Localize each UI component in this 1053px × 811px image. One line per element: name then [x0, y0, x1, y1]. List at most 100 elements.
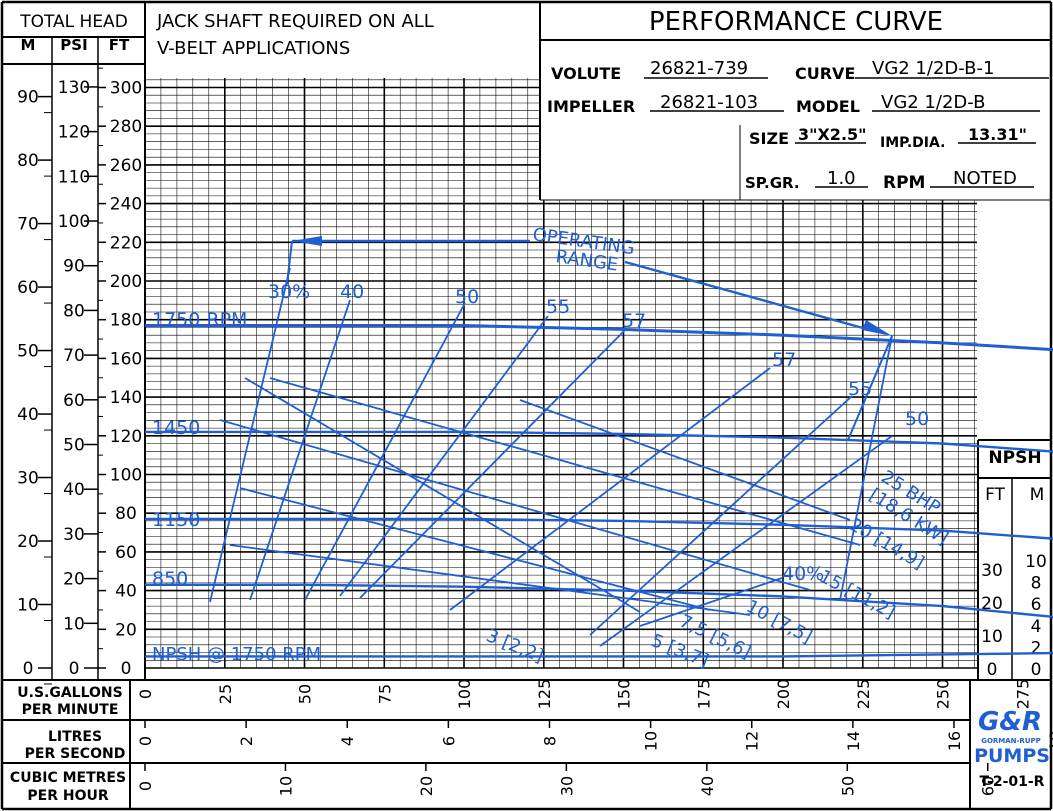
m-tick-label: 90 [17, 88, 39, 108]
gpm-tick-label: 100 [455, 679, 474, 710]
gpm-tick-label: 75 [375, 684, 394, 704]
lps-tick-label: 18 [1046, 731, 1053, 751]
impeller-value: 26821-103 [660, 92, 758, 113]
lps-tick-label: 12 [743, 731, 762, 751]
impeller-label: IMPELLER [547, 97, 635, 116]
page-title: PERFORMANCE CURVE [649, 7, 943, 37]
size-value: 3"X2.5" [798, 125, 866, 144]
ft-tick-label: 260 [110, 156, 142, 176]
ft-tick-label: 160 [110, 349, 142, 369]
rpm-label-1450: 1450 [152, 417, 200, 439]
ft-tick-label: 180 [110, 311, 142, 331]
m-tick-label: 80 [17, 151, 39, 171]
ft-tick-label: 80 [115, 504, 137, 524]
rpm-value: NOTED [953, 168, 1017, 189]
npsh-m-tick: 10 [1025, 552, 1047, 572]
lps-tick-label: 10 [642, 731, 661, 751]
psi-tick-label: 20 [63, 570, 85, 590]
ft-tick-label: 200 [110, 272, 142, 292]
head-curve [145, 324, 1053, 352]
logo-pumps: PUMPS [974, 745, 1050, 767]
psi-tick-label: 130 [58, 78, 90, 98]
lps-tick-label: 6 [439, 736, 458, 746]
efficiency-line [209, 267, 291, 603]
gpm-tick-label: 125 [535, 679, 554, 710]
efficiency-label: 50 [905, 408, 929, 430]
bhp-line [269, 377, 861, 546]
psi-tick-label: 120 [58, 123, 90, 143]
ft-tick-label: 20 [115, 620, 137, 640]
ft-tick-label: 120 [110, 427, 142, 447]
psi-tick-label: 10 [63, 614, 85, 634]
cmh-label-1: CUBIC METRES [10, 770, 126, 786]
efficiency-line [639, 577, 783, 627]
efficiency-line [449, 367, 771, 611]
gpm-label-2: PER MINUTE [22, 702, 119, 718]
psi-tick-label: 30 [63, 525, 85, 545]
gpm-tick-label: 200 [774, 679, 793, 710]
bhp-line [219, 419, 811, 591]
ft-tick-label: 300 [110, 79, 142, 99]
efficiency-label: 40 [340, 281, 364, 303]
ft-tick-label: 220 [110, 233, 142, 253]
note-line-1: JACK SHAFT REQUIRED ON ALL [156, 11, 434, 32]
ft-tick-label: 240 [110, 195, 142, 215]
impdia-label: IMP.DIA. [880, 135, 945, 151]
logo-sub: GORMAN-RUPP [981, 737, 1041, 745]
efficiency-label: 55 [546, 296, 570, 318]
efficiency-line [339, 315, 549, 597]
rpm-label-1750: 1750 RPM [152, 309, 247, 331]
m-tick-label: 40 [17, 405, 39, 425]
bhp-line [244, 377, 641, 613]
size-label: SIZE [749, 129, 789, 148]
npsh-ft-label: FT [985, 485, 1005, 505]
lps-tick-label: 16 [945, 731, 964, 751]
ft-tick-label: 60 [115, 543, 137, 563]
total-head-label: TOTAL HEAD [19, 12, 128, 32]
efficiency-line [359, 329, 626, 599]
head-curve [145, 651, 1053, 658]
volute-value: 26821-739 [650, 58, 748, 79]
gpm-tick-label: 275 [1013, 679, 1032, 710]
operating-range-line [847, 335, 893, 441]
operating-range-line [624, 260, 871, 332]
psi-tick-label: 60 [63, 391, 85, 411]
model-value: VG2 1/2D-B [881, 92, 985, 113]
impdia-value: 13.31" [968, 125, 1027, 144]
ft-tick-label: 280 [110, 117, 142, 137]
axis-ticks: 3002802602402202001801601401201008060402… [17, 67, 1053, 796]
lps-label-2: PER SECOND [25, 746, 126, 762]
cmh-tick-label: 60 [979, 776, 998, 796]
unit-ft-label: FT [109, 36, 130, 54]
unit-m-label: M [21, 36, 36, 54]
curve-label: CURVE [795, 64, 855, 83]
spgr-label: SP.GR. [745, 174, 800, 192]
npsh-ft-tick: 0 [987, 660, 998, 680]
chart-grid [144, 40, 1053, 680]
cmh-tick-label: 20 [417, 776, 436, 796]
operating-arrow-left [292, 236, 322, 246]
efficiency-label: 55 [848, 378, 872, 400]
gpm-tick-label: 0 [136, 689, 155, 699]
operating-arrow-right [862, 320, 892, 336]
psi-tick-label: 0 [69, 659, 80, 679]
npsh-m-tick: 6 [1031, 595, 1042, 615]
rpm-label-1150: 1150 [152, 509, 200, 531]
ft-tick-label: 140 [110, 388, 142, 408]
m-tick-label: 60 [17, 278, 39, 298]
npsh-m-label: M [1030, 485, 1045, 505]
efficiency-label: 50 [455, 286, 479, 308]
ft-tick-label: 100 [110, 466, 142, 486]
m-tick-label: 50 [17, 342, 39, 362]
efficiency-line [599, 435, 893, 647]
psi-tick-label: 40 [63, 480, 85, 500]
lps-tick-label: 0 [136, 736, 155, 746]
npsh-curve-label: NPSH @ 1750 RPM [152, 644, 321, 665]
m-tick-label: 20 [17, 532, 39, 552]
npsh-m-tick: 8 [1031, 574, 1042, 594]
npsh-ft-tick: 20 [981, 594, 1003, 614]
efficiency-line [304, 302, 466, 601]
head-curve [145, 430, 1053, 453]
psi-tick-label: 50 [63, 436, 85, 456]
